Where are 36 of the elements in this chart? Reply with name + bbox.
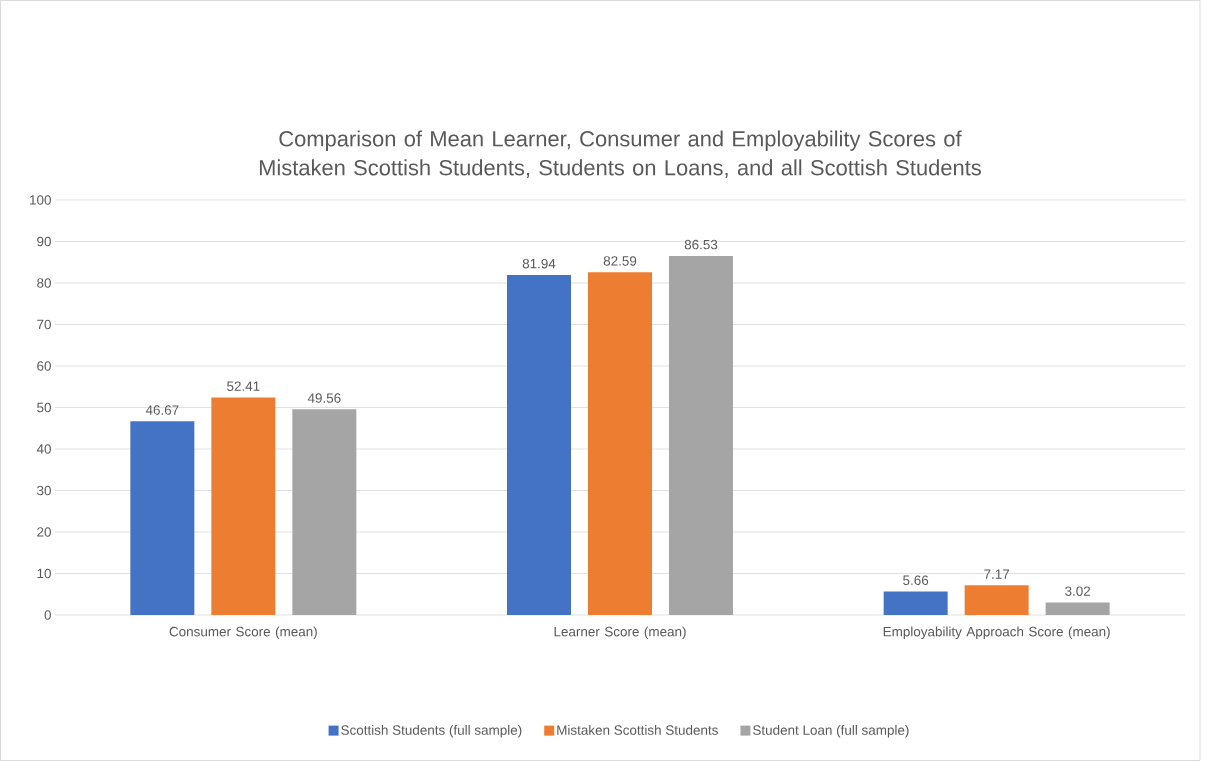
legend-label: Mistaken Scottish Students [557,724,718,735]
chart-title: Comparison of Mean Learner, Consumer and Employability Scores of Mistaken Scottish Students, Students on Loans, and all Scottish Students [259,130,981,179]
y-tick-label: 60 [37,361,51,371]
y-tick-label: 90 [37,236,51,247]
bar [130,421,195,615]
data-label: 86.53 [684,239,718,250]
y-tick-label: 40 [36,444,51,454]
bar [587,272,652,615]
x-tick-label: Consumer Score (mean) [169,626,317,640]
data-label: 52.41 [227,381,260,391]
data-label: 3.02 [1065,586,1091,596]
bar [964,585,1029,615]
y-tick-label: 80 [37,278,51,288]
y-tick-label: 0 [44,610,51,620]
y-tick-label: 100 [30,195,51,205]
legend-label: Scottish Students (full sample) [341,724,522,738]
y-tick-label: 70 [37,319,51,330]
bar [211,397,276,615]
y-tick-label: 30 [37,485,51,496]
bar [883,591,948,615]
data-label: 7.17 [984,569,1010,579]
data-label: 49.56 [307,393,341,403]
bar [1045,602,1110,615]
data-label: 46.67 [145,405,179,415]
legend-label: Student Loan (full sample) [753,724,909,738]
data-label: 81.94 [522,258,556,269]
y-tick-label: 50 [37,402,51,413]
data-label: 5.66 [903,575,929,585]
y-tick-label: 20 [37,527,51,537]
x-tick-label: Learner Score (mean) [554,626,686,640]
data-label: 82.59 [603,256,637,266]
x-tick-label: Employability Approach Score (mean) [883,626,1110,640]
bar [292,409,357,615]
y-tick-label: 10 [37,568,51,579]
bar [668,255,733,615]
bar [506,274,571,615]
